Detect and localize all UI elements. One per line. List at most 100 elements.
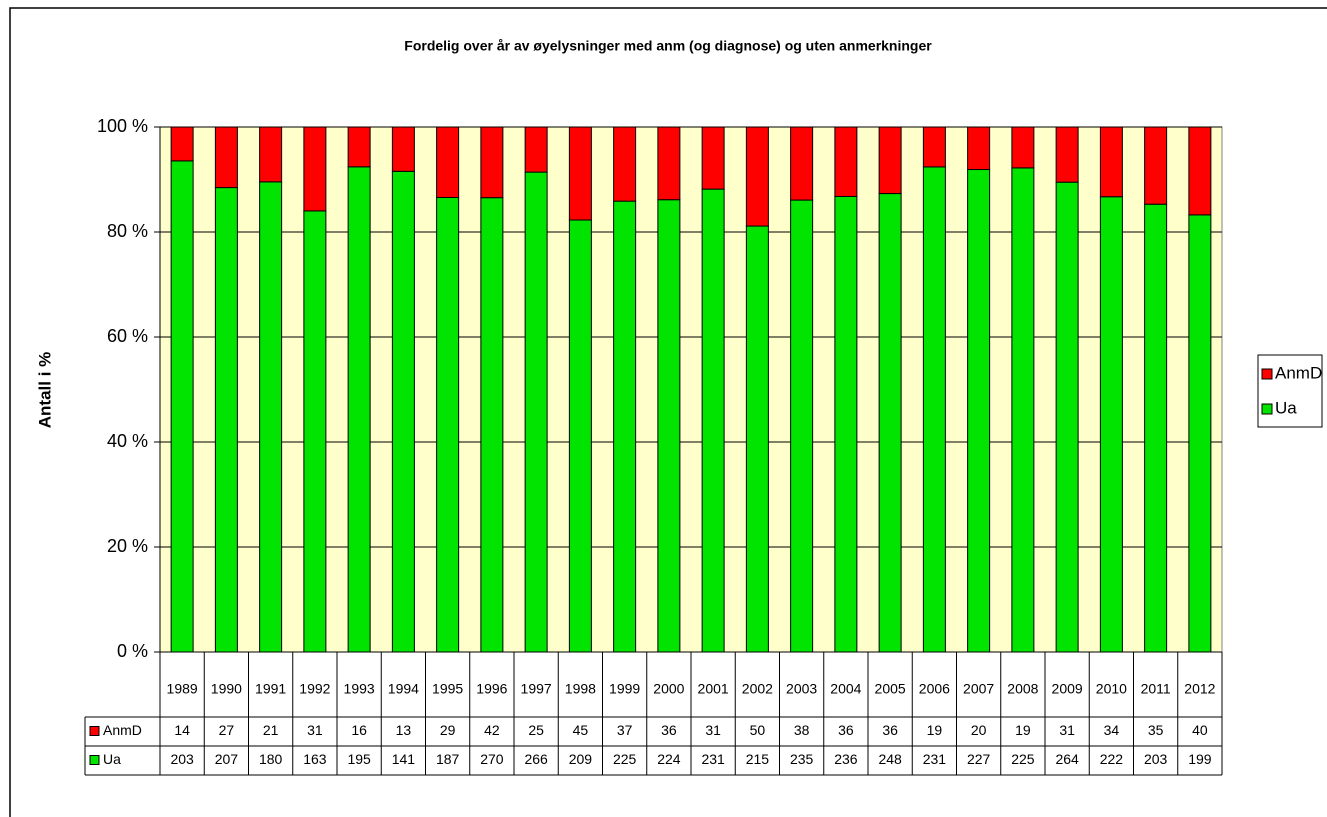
table-value: 21 (263, 722, 279, 738)
bar-segment (922, 166, 946, 653)
bar-segment (524, 126, 548, 173)
table-value: 45 (573, 722, 589, 738)
bar-segment (657, 199, 681, 653)
bar-segment (613, 126, 637, 202)
x-tick-label: 2008 (1007, 681, 1038, 697)
bar-segment (303, 210, 327, 653)
bar-segment (524, 171, 548, 653)
bar-segment (1144, 126, 1168, 205)
bar-segment (436, 196, 460, 653)
table-value: 231 (923, 751, 947, 767)
table-value: 227 (967, 751, 991, 767)
bar-segment (745, 225, 769, 653)
bar-segment (701, 188, 725, 653)
table-value: 27 (219, 722, 235, 738)
x-tick-label: 2001 (698, 681, 729, 697)
y-tick-label: 80 % (107, 221, 148, 241)
bar-segment (1055, 126, 1079, 183)
y-tick-label: 40 % (107, 431, 148, 451)
table-value: 222 (1100, 751, 1124, 767)
table-value: 215 (746, 751, 770, 767)
x-tick-label: 2004 (830, 681, 861, 697)
bar-segment (878, 126, 902, 195)
x-tick-label: 2002 (742, 681, 773, 697)
bar-segment (790, 126, 814, 201)
table-value: 25 (528, 722, 544, 738)
table-value: 270 (480, 751, 504, 767)
table-value: 42 (484, 722, 500, 738)
legend-swatch (1261, 403, 1273, 415)
bar-segment (170, 126, 194, 162)
y-tick-label: 0 % (117, 641, 148, 661)
table-value: 36 (661, 722, 677, 738)
x-tick-label: 1998 (565, 681, 596, 697)
x-tick-label: 2000 (653, 681, 684, 697)
table-value: 248 (878, 751, 902, 767)
bar-segment (922, 126, 946, 168)
table-value: 180 (259, 751, 283, 767)
legend-label: AnmD (1275, 363, 1322, 382)
x-tick-label: 2012 (1184, 681, 1215, 697)
x-tick-label: 2006 (919, 681, 950, 697)
x-tick-label: 2010 (1096, 681, 1127, 697)
bar-segment (391, 170, 415, 653)
bar-segment (834, 126, 858, 197)
x-tick-label: 2005 (875, 681, 906, 697)
x-tick-label: 2009 (1052, 681, 1083, 697)
bar-segment (967, 169, 991, 653)
plot-area (159, 126, 1223, 653)
y-tick-label: 100 % (97, 116, 148, 136)
x-tick-label: 2007 (963, 681, 994, 697)
bar-segment (1099, 196, 1123, 653)
bar-segment (480, 197, 504, 653)
table-value: 29 (440, 722, 456, 738)
table-value: 19 (927, 722, 943, 738)
table-value: 36 (882, 722, 898, 738)
x-tick-label: 1999 (609, 681, 640, 697)
x-tick-label: 1992 (299, 681, 330, 697)
table-value: 36 (838, 722, 854, 738)
table-value: 31 (307, 722, 323, 738)
bar-segment (391, 126, 415, 172)
bar-segment (745, 126, 769, 227)
bar-segment (1011, 167, 1035, 653)
table-value: 207 (215, 751, 239, 767)
table-value: 31 (705, 722, 721, 738)
table-value: 203 (170, 751, 194, 767)
frame (9, 7, 1327, 817)
bar-segment (790, 199, 814, 653)
table-value: 50 (750, 722, 766, 738)
x-tick-label: 2011 (1141, 681, 1171, 697)
table-value: 37 (617, 722, 633, 738)
bar-segment (259, 126, 283, 183)
bar-segment (259, 181, 283, 653)
table-value: 209 (569, 751, 593, 767)
table-value: 35 (1148, 722, 1164, 738)
table-value: 195 (347, 751, 371, 767)
table-value: 16 (351, 722, 367, 738)
bar-segment (834, 195, 858, 653)
table-value: 225 (613, 751, 637, 767)
table-row-label: AnmD (103, 722, 142, 738)
bar-segment (568, 126, 592, 221)
y-axis-label: Antall i % (35, 352, 54, 429)
y-tick-label: 60 % (107, 326, 148, 346)
bar-segment (878, 193, 902, 653)
bar-segment (1144, 203, 1168, 653)
x-tick-label: 1994 (388, 681, 419, 697)
table-value: 13 (396, 722, 412, 738)
bar-segment (436, 126, 460, 198)
x-tick-label: 1993 (344, 681, 375, 697)
table-value: 225 (1011, 751, 1035, 767)
bar-segment (613, 200, 637, 653)
bar-segment (1055, 181, 1079, 653)
table-value: 199 (1188, 751, 1212, 767)
x-tick-label: 1995 (432, 681, 463, 697)
bar-segment (967, 126, 991, 171)
legend-box (1257, 354, 1323, 428)
x-tick-label: 1996 (476, 681, 507, 697)
table-value: 38 (794, 722, 810, 738)
table-key (89, 755, 100, 765)
legend-label: Ua (1275, 398, 1297, 417)
bar-segment (347, 166, 371, 653)
